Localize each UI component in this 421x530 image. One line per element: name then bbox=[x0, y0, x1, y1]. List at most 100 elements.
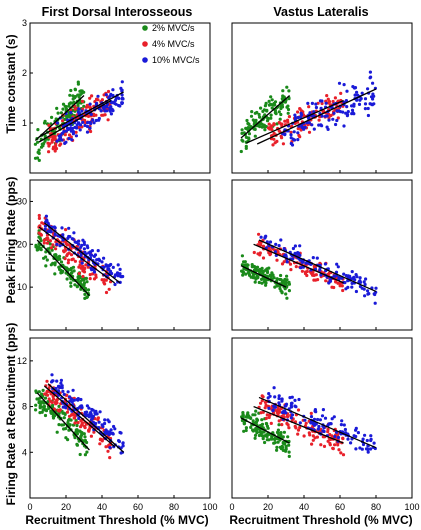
data-point bbox=[339, 423, 343, 427]
data-point bbox=[65, 277, 69, 281]
data-point bbox=[354, 447, 358, 451]
data-point bbox=[319, 443, 323, 447]
data-point bbox=[79, 89, 83, 93]
data-point bbox=[113, 427, 117, 431]
data-point bbox=[85, 440, 89, 445]
data-point bbox=[346, 285, 350, 289]
data-point bbox=[270, 435, 274, 439]
data-point bbox=[354, 289, 358, 294]
data-point bbox=[121, 444, 125, 448]
data-point bbox=[88, 120, 92, 124]
data-point bbox=[289, 141, 293, 146]
data-point bbox=[73, 436, 77, 440]
data-point bbox=[306, 101, 310, 105]
data-point bbox=[269, 252, 273, 256]
data-point bbox=[280, 445, 284, 449]
data-point bbox=[83, 292, 87, 296]
data-point bbox=[81, 238, 85, 242]
data-point bbox=[344, 99, 348, 103]
data-point bbox=[366, 450, 370, 454]
data-point bbox=[49, 246, 54, 250]
data-point bbox=[331, 117, 335, 121]
data-point bbox=[92, 114, 96, 118]
data-point bbox=[36, 140, 40, 144]
data-point bbox=[296, 408, 301, 412]
data-point bbox=[69, 397, 74, 401]
data-point bbox=[104, 431, 108, 436]
data-point bbox=[283, 119, 287, 123]
data-point bbox=[117, 439, 121, 444]
data-point bbox=[271, 273, 275, 277]
data-point bbox=[293, 398, 297, 402]
data-point bbox=[72, 100, 76, 104]
data-point bbox=[48, 399, 53, 403]
data-point bbox=[277, 423, 281, 427]
data-point bbox=[78, 128, 82, 132]
data-point bbox=[80, 109, 84, 113]
data-point bbox=[119, 451, 123, 455]
data-point bbox=[315, 256, 319, 260]
data-point bbox=[296, 138, 300, 142]
data-point bbox=[64, 129, 68, 133]
data-point bbox=[99, 109, 103, 113]
data-point bbox=[117, 96, 121, 100]
y-tick-label: 30 bbox=[17, 196, 27, 206]
data-point bbox=[247, 122, 251, 126]
data-point bbox=[276, 405, 280, 410]
data-point bbox=[320, 101, 324, 106]
data-point bbox=[323, 262, 327, 266]
data-point bbox=[247, 414, 251, 418]
data-point bbox=[319, 106, 323, 110]
data-point bbox=[360, 91, 364, 95]
data-point bbox=[289, 416, 293, 420]
data-point bbox=[61, 233, 65, 237]
data-point bbox=[279, 289, 283, 293]
data-point bbox=[277, 244, 281, 248]
data-point bbox=[47, 123, 51, 127]
data-point bbox=[50, 140, 54, 144]
data-point bbox=[285, 414, 289, 418]
data-point bbox=[336, 443, 340, 447]
x-tick-label: 80 bbox=[371, 502, 381, 512]
data-point bbox=[297, 397, 301, 402]
data-point bbox=[331, 447, 335, 451]
data-point bbox=[79, 287, 83, 291]
data-point bbox=[58, 257, 62, 261]
data-point bbox=[104, 445, 108, 449]
data-point bbox=[364, 277, 368, 281]
legend-label-2pct: 2% MVC/s bbox=[152, 23, 195, 33]
data-point bbox=[244, 126, 248, 130]
data-point bbox=[341, 453, 346, 457]
data-point bbox=[89, 266, 93, 270]
data-point bbox=[319, 123, 323, 127]
data-point bbox=[280, 423, 284, 427]
legend-marker-4pct bbox=[142, 41, 148, 47]
data-point bbox=[43, 134, 47, 138]
data-point bbox=[116, 274, 120, 278]
data-point bbox=[279, 238, 283, 242]
data-point bbox=[259, 243, 263, 247]
data-point bbox=[101, 424, 105, 429]
data-point bbox=[275, 277, 279, 281]
data-point bbox=[310, 442, 314, 446]
data-point bbox=[101, 105, 105, 110]
data-point bbox=[76, 93, 80, 97]
data-point bbox=[297, 133, 301, 137]
data-point bbox=[111, 265, 115, 269]
data-point bbox=[279, 112, 283, 117]
data-point bbox=[57, 423, 61, 427]
data-point bbox=[62, 250, 66, 254]
data-point bbox=[42, 238, 46, 242]
data-point bbox=[87, 415, 91, 419]
data-point bbox=[272, 137, 276, 141]
x-tick-label: 0 bbox=[27, 502, 32, 512]
data-point bbox=[78, 452, 82, 457]
data-point bbox=[45, 237, 50, 242]
data-point bbox=[317, 118, 321, 122]
data-point bbox=[285, 260, 289, 264]
data-point bbox=[38, 406, 42, 410]
data-point bbox=[307, 130, 312, 134]
data-point bbox=[102, 265, 106, 269]
data-point bbox=[363, 107, 367, 111]
data-point bbox=[366, 289, 370, 293]
